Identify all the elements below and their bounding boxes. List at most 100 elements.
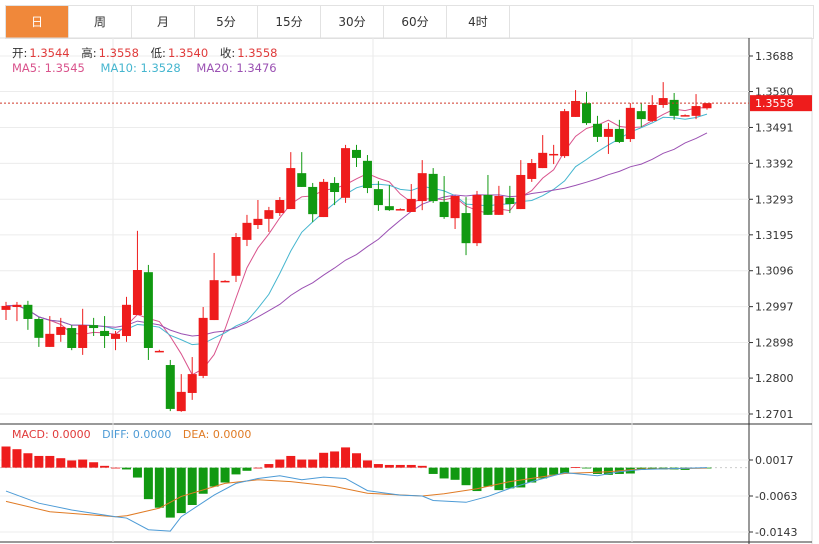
current-price-label: 1.3558 bbox=[755, 97, 794, 110]
candle-body bbox=[549, 153, 559, 156]
macd-bar bbox=[395, 464, 405, 468]
tab-month[interactable]: 月 bbox=[132, 6, 195, 38]
candle-body bbox=[527, 163, 537, 179]
tab-week[interactable]: 周 bbox=[69, 6, 132, 38]
macd-bar bbox=[571, 467, 581, 468]
macd-bar bbox=[165, 467, 175, 518]
macd-bar bbox=[176, 467, 186, 514]
candle-body bbox=[417, 173, 427, 202]
macd-bar bbox=[12, 449, 22, 468]
tab-5min[interactable]: 5分 bbox=[195, 6, 258, 38]
macd-bar bbox=[341, 447, 351, 468]
candle-body bbox=[132, 270, 142, 315]
macd-y-tick-label: -0.0143 bbox=[755, 526, 797, 539]
tab-60min[interactable]: 60分 bbox=[384, 6, 447, 38]
candle-body bbox=[406, 198, 416, 212]
diff-value: DIFF: 0.0000 bbox=[102, 428, 172, 441]
macd-bar bbox=[406, 464, 416, 468]
candle-body bbox=[669, 99, 679, 116]
macd-bar bbox=[417, 465, 427, 468]
candle-body bbox=[680, 115, 690, 117]
candle-body bbox=[12, 304, 22, 307]
macd-bar bbox=[89, 462, 99, 468]
macd-bar bbox=[187, 467, 197, 505]
candle-body bbox=[658, 98, 668, 105]
macd-bar bbox=[362, 460, 372, 468]
tab-day[interactable]: 日 bbox=[6, 6, 69, 38]
y-tick-label: 1.3293 bbox=[755, 193, 794, 206]
candle-body bbox=[45, 333, 55, 347]
candle-body bbox=[23, 304, 33, 319]
candle-body bbox=[187, 374, 197, 393]
candle-body bbox=[636, 111, 646, 120]
macd-value: MACD: 0.0000 bbox=[12, 428, 91, 441]
macd-bar bbox=[494, 467, 504, 491]
macd-bar bbox=[472, 467, 482, 492]
candle-body bbox=[154, 350, 164, 353]
dea-value: DEA: 0.0000 bbox=[182, 428, 252, 441]
low-label: 低: bbox=[150, 46, 166, 60]
macd-y-tick-label: 0.0017 bbox=[755, 454, 794, 467]
candle-body bbox=[78, 325, 88, 348]
candle-body bbox=[571, 100, 581, 117]
candle-body bbox=[89, 325, 99, 329]
candle-body bbox=[450, 196, 460, 219]
candle-body bbox=[341, 148, 351, 198]
candle-body bbox=[352, 149, 361, 158]
candle-body bbox=[319, 181, 329, 218]
close-label: 收: bbox=[219, 46, 236, 60]
y-tick-label: 1.2800 bbox=[755, 372, 794, 385]
high-value: 1.3558 bbox=[98, 46, 139, 60]
y-tick-label: 1.3195 bbox=[755, 229, 794, 242]
candle-body bbox=[691, 106, 701, 116]
y-tick-label: 1.2701 bbox=[755, 408, 794, 421]
candle-body bbox=[264, 210, 274, 219]
macd-bar bbox=[384, 464, 394, 468]
macd-bar bbox=[516, 467, 526, 488]
macd-bar bbox=[143, 467, 153, 500]
macd-bar bbox=[373, 464, 383, 468]
candle-body bbox=[505, 197, 515, 204]
tab-4hour[interactable]: 4时 bbox=[447, 6, 510, 38]
candle-body bbox=[121, 304, 131, 337]
candle-body bbox=[165, 365, 175, 409]
macd-bar bbox=[592, 467, 602, 474]
y-tick-label: 1.3392 bbox=[755, 157, 794, 170]
macd-bar bbox=[231, 467, 241, 475]
macd-bar bbox=[275, 459, 285, 468]
tab-30min[interactable]: 30分 bbox=[321, 6, 384, 38]
macd-bar bbox=[198, 467, 208, 494]
candle-body bbox=[384, 206, 394, 211]
candle-body bbox=[603, 128, 613, 137]
macd-bar bbox=[505, 467, 515, 489]
ma20-value: MA20: 1.3476 bbox=[196, 61, 277, 75]
macd-bar bbox=[582, 467, 592, 469]
candle-body bbox=[582, 103, 592, 124]
candle-body bbox=[176, 391, 186, 412]
candle-body bbox=[373, 189, 383, 206]
candle-body bbox=[100, 330, 110, 337]
candle-body bbox=[702, 103, 712, 109]
macd-bar bbox=[297, 459, 307, 468]
macd-bar bbox=[319, 452, 329, 468]
macd-bar bbox=[286, 455, 296, 468]
candle-body bbox=[198, 317, 208, 376]
candle-body bbox=[516, 174, 526, 210]
high-label: 高: bbox=[81, 46, 97, 60]
macd-bar bbox=[67, 460, 77, 468]
candle-body bbox=[395, 209, 405, 211]
candle-body bbox=[560, 111, 570, 157]
candle-body bbox=[286, 168, 296, 210]
y-tick-label: 1.3096 bbox=[755, 265, 794, 278]
macd-bar bbox=[264, 464, 274, 468]
candle-body bbox=[330, 182, 340, 193]
candle-body bbox=[253, 218, 263, 226]
macd-bar bbox=[111, 467, 121, 469]
macd-bar bbox=[352, 453, 361, 468]
candle-body bbox=[647, 104, 657, 121]
macd-bar bbox=[483, 467, 493, 487]
open-value: 1.3544 bbox=[29, 46, 70, 60]
tab-15min[interactable]: 15分 bbox=[258, 6, 321, 38]
candle-body bbox=[428, 173, 438, 202]
